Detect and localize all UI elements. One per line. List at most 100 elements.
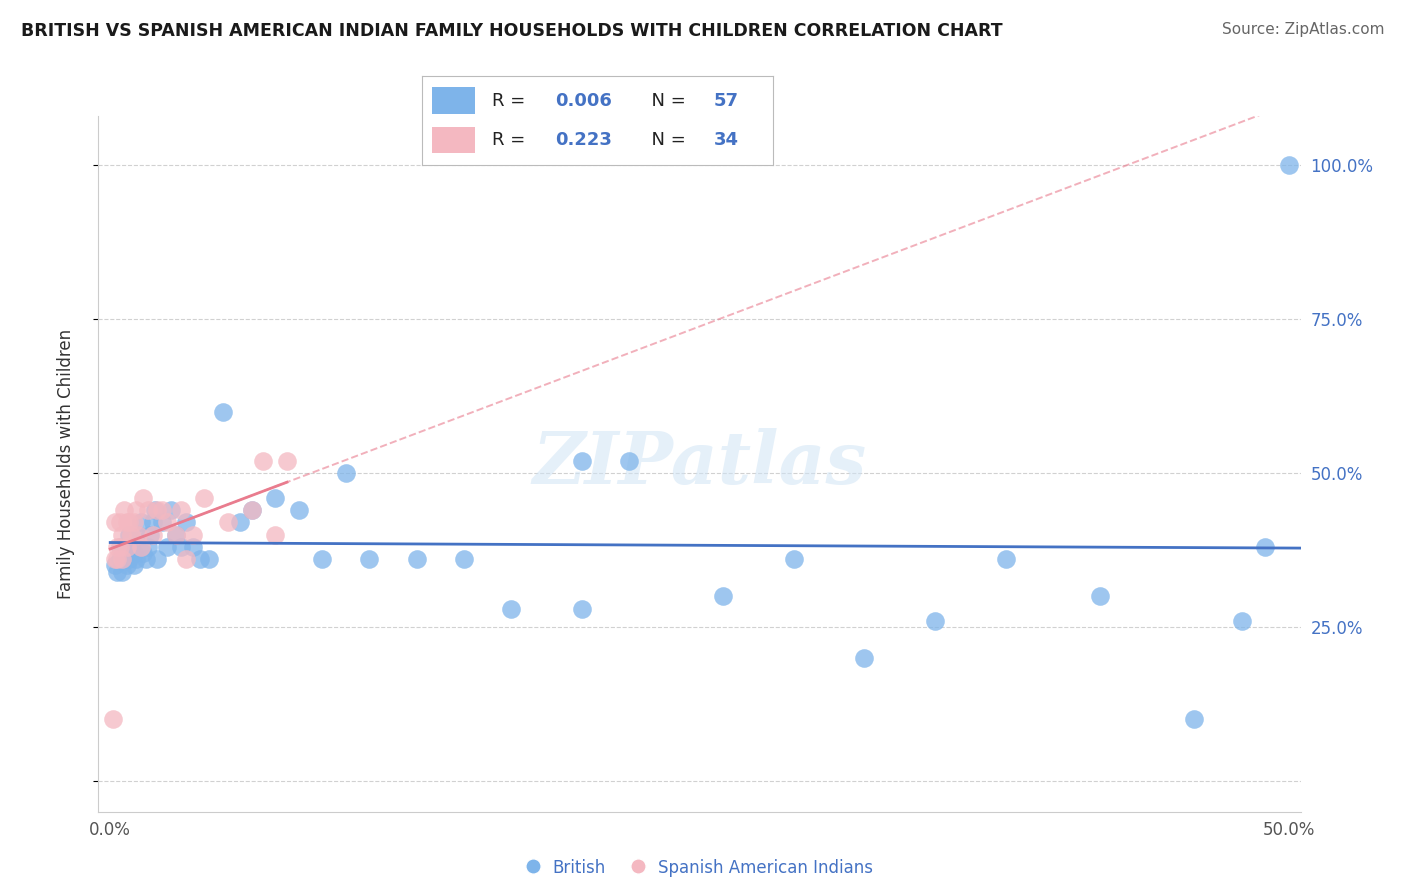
Point [240,503,263,517]
Point [115,516,138,530]
Point [122,546,145,560]
Point [129,516,152,530]
Point [335,466,357,480]
Point [170,540,193,554]
Point [240,503,263,517]
Point [571,601,593,615]
Point [212,404,235,418]
FancyBboxPatch shape [433,87,475,114]
Point [150,503,173,517]
Point [165,527,187,541]
Point [181,540,204,554]
Point [112,552,135,566]
Text: ZIPatlas: ZIPatlas [533,428,866,500]
Y-axis label: Family Households with Children: Family Households with Children [56,329,75,599]
Point [115,558,138,573]
Text: R =: R = [492,92,531,110]
Text: 0.006: 0.006 [555,92,612,110]
Point [311,552,333,566]
Point [111,546,134,560]
Point [924,614,946,628]
Point [499,601,522,615]
Point [170,503,193,517]
Point [188,552,211,566]
Point [994,552,1017,566]
Text: 0.223: 0.223 [555,131,612,149]
Text: Source: ZipAtlas.com: Source: ZipAtlas.com [1222,22,1385,37]
Point [111,552,134,566]
Point [135,552,157,566]
Point [125,503,148,517]
Point [122,558,145,573]
Text: N =: N = [640,131,692,149]
Point [198,552,221,566]
Point [1088,589,1111,603]
Point [1278,158,1301,172]
Point [1230,614,1253,628]
Point [150,516,173,530]
Point [165,527,187,541]
Point [1184,712,1206,726]
Text: R =: R = [492,131,531,149]
Point [160,503,183,517]
Point [128,527,150,541]
Point [264,491,287,505]
Point [1254,540,1277,554]
Point [105,552,128,566]
Text: BRITISH VS SPANISH AMERICAN INDIAN FAMILY HOUSEHOLDS WITH CHILDREN CORRELATION C: BRITISH VS SPANISH AMERICAN INDIAN FAMIL… [21,22,1002,40]
Point [125,552,148,566]
Point [108,552,131,566]
Point [115,540,138,554]
Point [711,589,734,603]
Point [617,454,640,468]
Point [288,503,311,517]
Text: 34: 34 [714,131,738,149]
Point [115,540,138,554]
Point [143,503,166,517]
Legend: British, Spanish American Indians: British, Spanish American Indians [520,852,879,883]
Point [112,503,135,517]
Point [405,552,427,566]
Point [104,558,127,573]
Point [105,565,128,579]
Point [108,540,131,554]
Point [118,552,141,566]
Point [156,516,179,530]
Point [264,527,287,541]
Point [108,516,131,530]
Point [146,552,169,566]
Point [105,540,128,554]
Text: 57: 57 [714,92,738,110]
Point [132,491,155,505]
Point [252,454,274,468]
Point [193,491,215,505]
Point [108,540,131,554]
Point [111,527,134,541]
Point [156,540,179,554]
Point [104,516,127,530]
Point [104,552,127,566]
Point [229,516,252,530]
Point [217,516,239,530]
Point [142,516,165,530]
Point [276,454,298,468]
Point [453,552,475,566]
Point [139,527,162,541]
Text: N =: N = [640,92,692,110]
Point [111,565,134,579]
Point [120,527,142,541]
Point [120,540,142,554]
Point [132,546,155,560]
FancyBboxPatch shape [433,127,475,153]
Point [146,503,169,517]
Point [174,552,197,566]
Point [101,712,124,726]
Point [181,527,204,541]
Point [142,527,165,541]
Point [571,454,593,468]
Point [128,527,150,541]
Point [136,503,159,517]
Point [122,516,145,530]
Point [118,527,141,541]
Point [136,540,159,554]
